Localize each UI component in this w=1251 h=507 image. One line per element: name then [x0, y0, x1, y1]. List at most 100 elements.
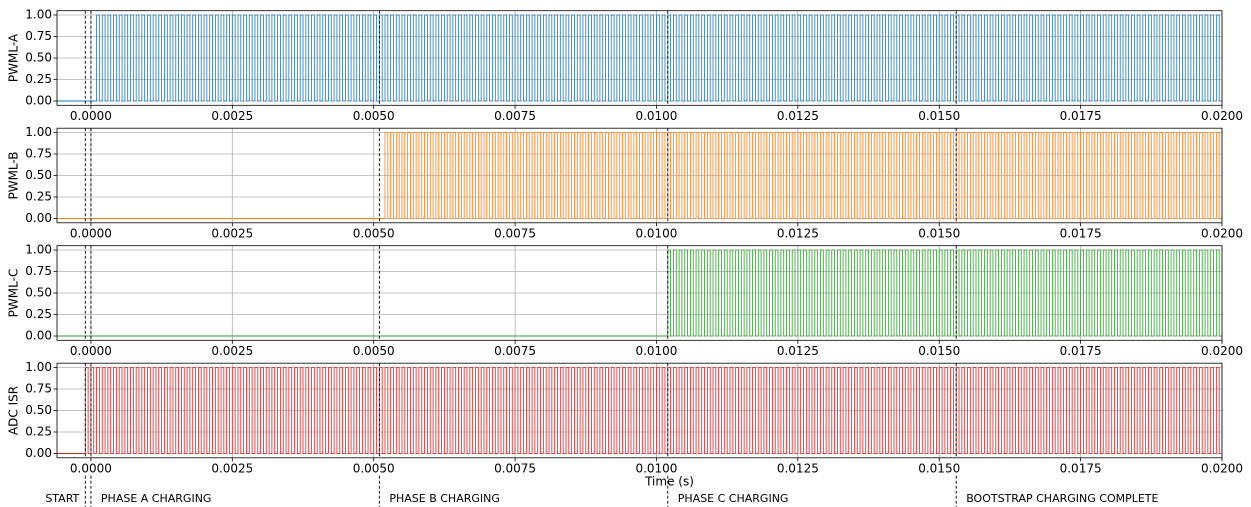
pulse: [887, 132, 894, 219]
pulse: [542, 367, 550, 454]
pulse: [995, 367, 1002, 454]
x-tick-label: 0.0000: [70, 344, 112, 358]
x-tick-label: 0.0000: [70, 461, 112, 475]
pulse: [1170, 14, 1177, 102]
pulse: [480, 132, 487, 219]
x-tick-label: 0.0150: [918, 226, 960, 240]
pulse: [701, 367, 708, 454]
pulse: [1176, 367, 1183, 454]
pulse: [531, 367, 538, 454]
pulse: [842, 14, 849, 102]
pulse: [1091, 367, 1098, 454]
pulse: [486, 367, 493, 454]
pulse: [791, 14, 798, 102]
pulse: [622, 14, 629, 102]
pulse: [706, 249, 714, 337]
pulse: [961, 132, 968, 219]
x-tick-label: 0.0025: [211, 109, 253, 123]
pulse: [520, 367, 527, 454]
pulse: [854, 14, 861, 102]
pulse: [706, 367, 714, 454]
y-tick-label: 0.50: [25, 286, 52, 300]
pulse: [509, 14, 516, 102]
pulse: [1142, 249, 1149, 337]
pulse: [418, 14, 425, 102]
pulse: [933, 367, 940, 454]
pulse: [401, 14, 408, 102]
pulse: [1198, 367, 1206, 454]
pulse: [1193, 14, 1200, 102]
pulse: [972, 367, 979, 454]
pulse: [820, 249, 827, 337]
pulse: [514, 367, 521, 454]
pulse: [1006, 14, 1013, 102]
y-tick-label: 0.25: [25, 307, 52, 321]
pulse: [673, 249, 680, 337]
pulse: [1215, 132, 1222, 219]
x-tick-label: 0.0125: [777, 226, 819, 240]
pulse: [384, 367, 391, 454]
pulse: [1001, 14, 1008, 102]
pulse: [786, 249, 793, 337]
pulse: [1136, 249, 1143, 337]
pulse: [978, 249, 985, 337]
x-axis-label: Time (s): [644, 474, 694, 488]
pulse: [1193, 249, 1200, 337]
pulse: [231, 367, 238, 454]
pulse: [1102, 367, 1109, 454]
pulse: [740, 132, 747, 219]
pulse: [854, 132, 861, 219]
pulse: [746, 14, 753, 102]
pulse: [1023, 367, 1030, 454]
pulse: [803, 132, 810, 219]
pulse: [848, 14, 855, 102]
pulse: [260, 14, 267, 102]
pulse: [571, 14, 578, 102]
pulse: [458, 367, 465, 454]
pulse: [803, 249, 810, 337]
x-tick-label: 0.0150: [918, 461, 960, 475]
pulse: [429, 14, 436, 102]
pulse: [729, 367, 736, 454]
pulse: [497, 132, 504, 219]
pulse: [854, 367, 861, 454]
pulse: [627, 367, 634, 454]
pulse: [1085, 249, 1092, 337]
pulse: [316, 367, 323, 454]
pulse: [1040, 132, 1047, 219]
pulse: [723, 249, 730, 337]
axes-frame: [56, 362, 1223, 459]
pulse: [124, 14, 131, 102]
pulse: [887, 14, 894, 102]
pulse: [226, 14, 233, 102]
pulse: [226, 367, 233, 454]
pulse: [673, 367, 680, 454]
pulse: [220, 14, 227, 102]
pulse: [1114, 367, 1121, 454]
pulse: [361, 14, 369, 102]
pulse: [1170, 132, 1177, 219]
pulse: [661, 132, 668, 219]
pulse: [950, 132, 957, 219]
pulse: [96, 367, 103, 454]
pulse: [554, 132, 561, 219]
pulse: [904, 132, 911, 219]
pulse: [916, 249, 923, 337]
pulse: [1080, 132, 1087, 219]
pulse: [938, 14, 945, 102]
pulse: [282, 367, 289, 454]
pulse: [1097, 132, 1104, 219]
pulse: [1182, 132, 1189, 219]
pulse: [814, 367, 821, 454]
pulse: [1018, 249, 1025, 337]
pulse: [684, 132, 691, 219]
pulse: [769, 367, 776, 454]
pulse: [192, 14, 199, 102]
y-tick-label: 0.50: [25, 51, 52, 65]
x-tick-label: 0.0000: [70, 109, 112, 123]
pulse: [837, 367, 844, 454]
event-label: PHASE C CHARGING: [678, 492, 789, 505]
pulse: [780, 249, 787, 337]
pulse: [995, 132, 1002, 219]
pulse: [746, 249, 753, 337]
